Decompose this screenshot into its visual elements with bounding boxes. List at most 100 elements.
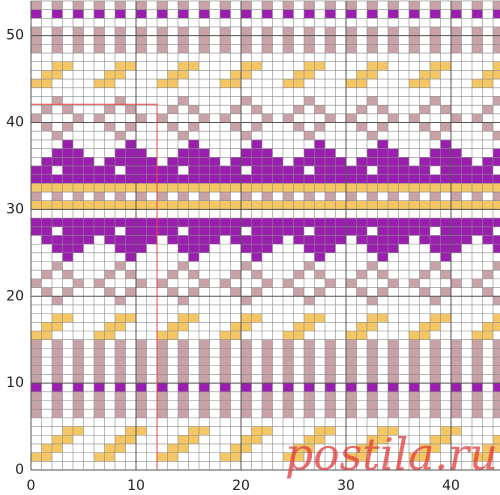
cell xyxy=(262,157,273,166)
cell xyxy=(440,174,451,184)
cell xyxy=(451,165,462,175)
cell xyxy=(451,278,462,288)
cell xyxy=(62,426,73,436)
cell xyxy=(304,409,315,418)
cell xyxy=(52,148,63,158)
cell xyxy=(199,148,210,158)
cell xyxy=(230,174,241,184)
cell xyxy=(440,426,451,436)
cell xyxy=(325,26,336,36)
cell xyxy=(157,192,168,201)
cell xyxy=(493,61,500,71)
cell xyxy=(94,44,105,54)
cell xyxy=(241,443,252,453)
cell xyxy=(262,200,273,210)
cell xyxy=(41,235,52,245)
cell xyxy=(178,0,189,10)
cell xyxy=(188,252,199,262)
cell xyxy=(377,122,388,132)
cell xyxy=(188,174,199,184)
cell xyxy=(251,183,262,193)
cell xyxy=(493,409,500,418)
cell xyxy=(493,443,500,453)
cell xyxy=(157,0,168,10)
cell xyxy=(430,383,441,392)
cell xyxy=(125,270,136,279)
cell xyxy=(493,261,500,271)
cell xyxy=(136,26,147,36)
cell xyxy=(440,139,451,149)
cell xyxy=(346,218,357,227)
cell xyxy=(52,44,63,54)
cell xyxy=(251,435,262,444)
cell xyxy=(398,200,409,210)
cell xyxy=(419,79,430,88)
cell xyxy=(419,443,430,453)
cell xyxy=(230,235,241,245)
cell xyxy=(493,148,500,158)
cell xyxy=(335,226,346,236)
cell xyxy=(367,192,378,201)
cell xyxy=(52,400,63,410)
cell xyxy=(398,174,409,184)
cell xyxy=(367,435,378,444)
cell xyxy=(356,174,367,184)
cell xyxy=(52,443,63,453)
cell xyxy=(377,252,388,262)
cell xyxy=(440,252,451,262)
cell xyxy=(73,339,84,349)
cell xyxy=(52,192,63,201)
cell xyxy=(472,365,483,375)
cell xyxy=(136,148,147,158)
cell xyxy=(325,235,336,245)
cell xyxy=(31,9,42,19)
cell xyxy=(430,131,441,140)
cell xyxy=(304,44,315,54)
cell xyxy=(314,226,325,236)
cell xyxy=(94,200,105,210)
cell xyxy=(241,357,252,366)
cell xyxy=(62,200,73,210)
cell xyxy=(188,139,199,149)
cell xyxy=(367,157,378,166)
cell xyxy=(304,235,315,245)
cell xyxy=(220,383,231,392)
cell xyxy=(472,0,483,10)
cell xyxy=(31,383,42,392)
cell xyxy=(346,374,357,384)
cell xyxy=(115,244,126,253)
cell xyxy=(493,313,500,323)
cell xyxy=(493,35,500,45)
cell xyxy=(419,200,430,210)
x-tick-label: 40 xyxy=(442,478,460,494)
cell xyxy=(52,26,63,36)
cell xyxy=(262,113,273,123)
cell xyxy=(115,313,126,323)
cell xyxy=(220,400,231,410)
cell xyxy=(146,183,157,193)
cell xyxy=(472,374,483,384)
cell xyxy=(73,165,84,175)
cell xyxy=(220,278,231,288)
cell xyxy=(482,105,493,114)
cell xyxy=(356,122,367,132)
cell xyxy=(157,26,168,36)
cell xyxy=(157,400,168,410)
cell xyxy=(199,200,210,210)
cell xyxy=(251,287,262,297)
cell xyxy=(409,278,420,288)
cell xyxy=(493,174,500,184)
cell xyxy=(115,35,126,45)
y-tick-label: 0 xyxy=(15,462,24,478)
cell xyxy=(199,218,210,227)
cell xyxy=(346,0,357,10)
cell xyxy=(220,391,231,401)
cell xyxy=(31,452,42,462)
cell xyxy=(388,35,399,45)
cell xyxy=(367,357,378,366)
cell xyxy=(335,235,346,245)
cell xyxy=(83,183,94,193)
cell xyxy=(41,183,52,193)
cell xyxy=(136,374,147,384)
cell xyxy=(157,165,168,175)
